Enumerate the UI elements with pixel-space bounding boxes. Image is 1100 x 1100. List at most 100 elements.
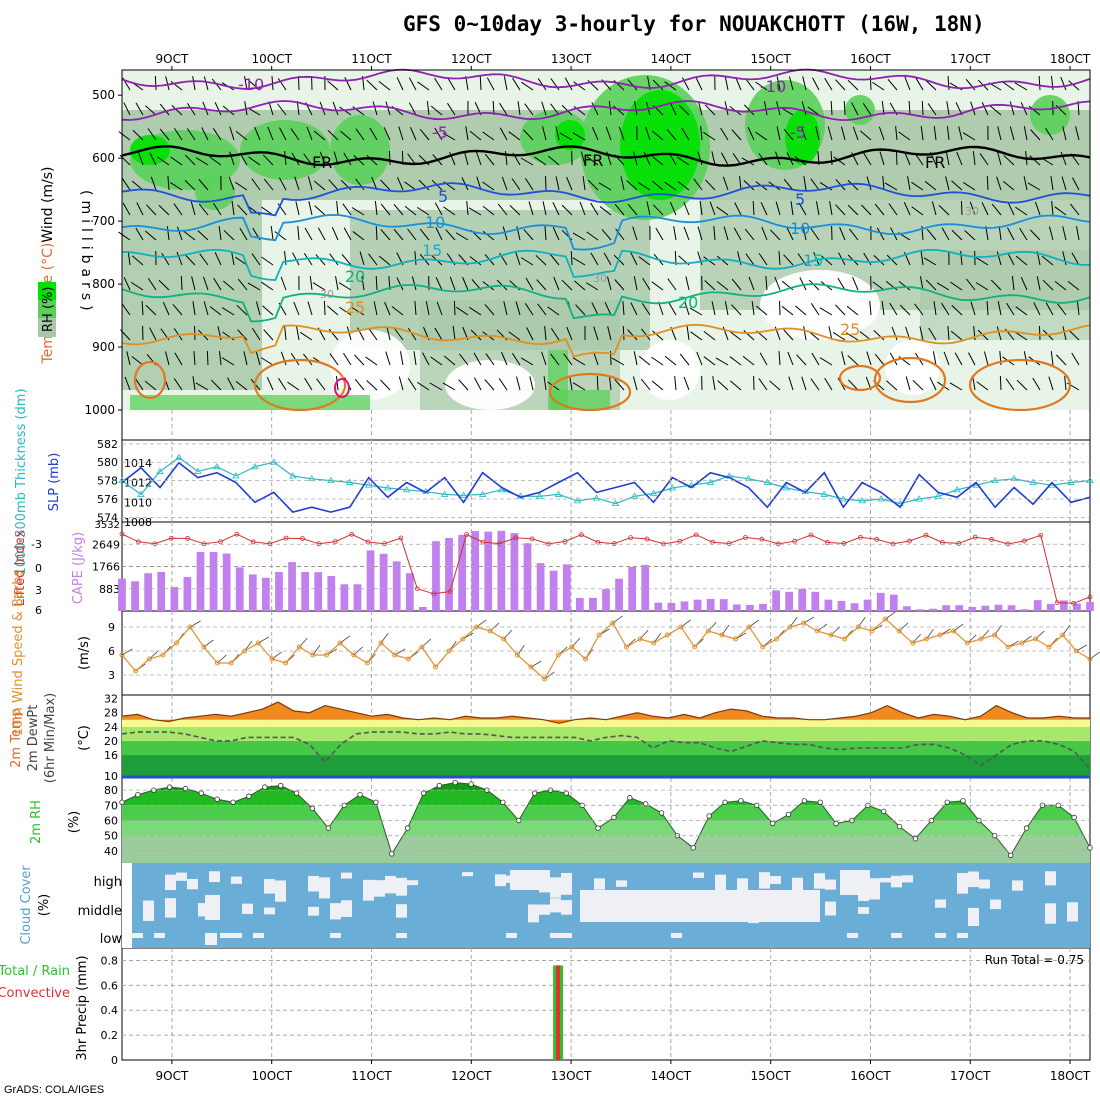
- wind-barb: [591, 302, 599, 316]
- wind-barb: [452, 326, 456, 341]
- wind-barb: [342, 203, 352, 216]
- li-marker: [1038, 532, 1044, 538]
- wind-barb: [368, 328, 378, 341]
- cloud-cell-high: [231, 876, 242, 884]
- top-tick-label-17OCT: 17OCT: [950, 52, 991, 66]
- wind-barb: [447, 77, 456, 91]
- wind-barb: [154, 75, 157, 91]
- wind-barb: [159, 103, 170, 116]
- temp-ylabel-text: 2m Temp 2m DewPt (6hr Min/Max): [9, 693, 58, 783]
- wind-barb: [123, 277, 131, 291]
- li-tick-6: 6: [35, 604, 42, 617]
- wind-barb: [626, 180, 638, 191]
- wind10m-marker: [351, 652, 357, 658]
- slp-tick-1008: 1008: [124, 516, 152, 529]
- isotherm-label-10: 10: [425, 213, 445, 232]
- cape-bar: [353, 584, 362, 611]
- wind-barb: [462, 276, 469, 291]
- wind-barb: [969, 201, 976, 216]
- wind-tick-6: 6: [108, 645, 115, 658]
- rh-marker: [166, 784, 173, 790]
- wind-barb: [703, 131, 716, 141]
- cloud-cell-high: [869, 878, 880, 900]
- wind-barb: [473, 377, 482, 391]
- wind-barb: [456, 306, 469, 316]
- wind-barb: [261, 281, 274, 291]
- wind-barb: [950, 330, 963, 341]
- thickness-marker: [934, 492, 942, 499]
- wind-barb: [924, 180, 937, 191]
- wind-barb: [130, 281, 144, 291]
- cape-tick-883: 883: [99, 583, 120, 596]
- isotherm-label-25: 25: [840, 320, 860, 339]
- cloud-cell-high: [979, 879, 990, 889]
- wind-barb: [1015, 206, 1028, 216]
- wind-barb: [860, 204, 872, 216]
- wind-barb: [915, 77, 924, 91]
- bottom-tick-label-11OCT: 11OCT: [351, 1069, 392, 1083]
- wind-barb: [1003, 155, 1015, 166]
- wind-barb: [760, 202, 768, 216]
- wind-barb: [374, 201, 378, 216]
- wind-barb: [399, 351, 404, 366]
- wind10m-marker: [146, 656, 152, 662]
- wind-barb: [209, 156, 222, 166]
- wind-barb: [829, 201, 833, 216]
- wind-barb: [212, 128, 222, 141]
- wind-barb: [312, 282, 326, 291]
- wind-barb: [837, 277, 846, 291]
- thickness-marker: [137, 490, 145, 497]
- isotherm-label-10: 10: [790, 219, 810, 238]
- pressure-axis-label: (millibars): [78, 190, 94, 316]
- thickness-marker: [478, 490, 487, 497]
- wind-barb: [795, 305, 807, 316]
- wind-barb: [161, 252, 170, 266]
- wind-barb: [824, 377, 833, 391]
- bottom-tick-label-9OCT: 9OCT: [155, 1069, 188, 1083]
- thickness-marker: [592, 494, 601, 501]
- wind-barb: [550, 353, 560, 366]
- rh-tick-40: 40: [104, 845, 118, 858]
- wind-barb: [183, 231, 196, 241]
- wind-barb: [835, 204, 846, 216]
- cloud-cell-low: [671, 933, 682, 938]
- wind-barb: [184, 179, 196, 191]
- cloud-cell-low: [561, 933, 572, 938]
- cloud-cell-high: [176, 872, 187, 881]
- wind-barb: [158, 204, 170, 216]
- wind-barb: [461, 177, 469, 191]
- cloud-cell-high: [396, 877, 407, 896]
- wind-barb: [414, 301, 417, 316]
- warm-contour-1: [548, 372, 632, 412]
- wind-barb: [455, 232, 469, 241]
- wind-barb: [235, 181, 248, 191]
- wind-barb: [529, 376, 534, 391]
- wind-barb: [544, 226, 547, 241]
- wind-barb: [620, 176, 625, 191]
- wind-barb: [293, 301, 300, 316]
- wind-barb: [872, 281, 885, 291]
- wind-barb: [608, 376, 612, 391]
- wind-barb: [267, 126, 274, 141]
- wind-barb: [190, 201, 196, 216]
- cape-bar: [863, 599, 872, 611]
- isotherms: [121, 68, 1091, 358]
- top-tick-label-16OCT: 16OCT: [850, 52, 891, 66]
- wind-barb: [380, 379, 391, 391]
- cloud-cell-mid: [165, 898, 176, 918]
- wind-barb: [561, 104, 573, 116]
- precip-hgrid: [122, 959, 1090, 1036]
- cloud-cell-high: [616, 880, 627, 887]
- wind-barb: [521, 81, 534, 91]
- wind-barb: [881, 301, 885, 316]
- rh-marker: [595, 825, 601, 831]
- wind-barb: [479, 75, 482, 91]
- cloud-cell-high: [825, 879, 836, 890]
- cape-ylabel-text: CAPE (J/kg): [71, 532, 86, 604]
- wind-barb: [673, 226, 677, 241]
- wind-barb: [632, 376, 638, 391]
- wind-barb: [218, 226, 222, 241]
- wind-barb: [279, 127, 287, 141]
- wind-barb: [622, 325, 625, 341]
